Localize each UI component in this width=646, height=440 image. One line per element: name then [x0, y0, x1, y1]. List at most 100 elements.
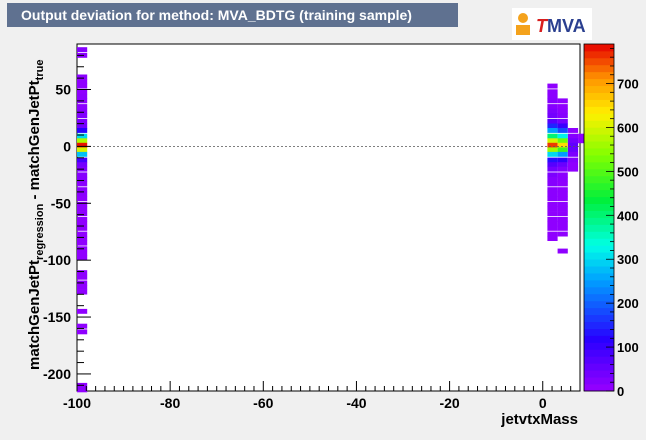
y-axis-label-sub2: true [34, 60, 46, 81]
palette-band [584, 210, 614, 218]
palette-band [584, 196, 614, 205]
heatmap-cell [77, 157, 88, 163]
heatmap-cell [547, 133, 558, 139]
palette-band [584, 57, 614, 66]
heatmap-cell [77, 221, 88, 227]
heatmap-cell [557, 191, 568, 197]
x-tick-label: -20 [439, 395, 459, 411]
palette-frame [583, 43, 615, 392]
heatmap-cell [77, 255, 88, 261]
heatmap-cell [547, 231, 558, 237]
heatmap-cell [557, 118, 568, 124]
heatmap-cell [567, 133, 579, 139]
heatmap-cell [77, 104, 88, 109]
heatmap-cell [77, 270, 88, 276]
heatmap-cell [547, 181, 558, 187]
heatmap-cell [77, 191, 88, 197]
heatmap-cell [547, 196, 558, 202]
y-tick-label: -50 [51, 195, 71, 211]
heatmap-cell [547, 138, 558, 144]
heatmap-cell [567, 138, 579, 144]
y-tick-label: -150 [43, 309, 71, 325]
palette-band [584, 363, 614, 371]
heatmap-cell [557, 133, 568, 139]
heatmap-cell [77, 231, 88, 237]
palette-band [584, 189, 614, 198]
heatmap-cell [547, 211, 558, 216]
palette-band [584, 106, 614, 114]
chart-title: Output deviation for method: MVA_BDTG (t… [7, 3, 458, 27]
palette-band [584, 50, 614, 59]
y-axis-label-mid: - matchGenJetPt [26, 80, 43, 203]
z-tick-label: 300 [617, 252, 639, 267]
z-tick-label: 400 [617, 208, 639, 223]
heatmap-cell [77, 83, 88, 89]
x-tick-label: -40 [346, 395, 366, 411]
heatmap-cell [77, 123, 88, 129]
palette-band [584, 141, 614, 149]
heatmap-cell [557, 123, 568, 129]
heatmap-cell [567, 157, 579, 163]
palette-band [584, 78, 614, 87]
palette-band [584, 279, 614, 288]
palette-band [584, 377, 614, 385]
heatmap-cell [77, 206, 88, 212]
heatmap-cell [547, 108, 558, 114]
heatmap-cell [557, 147, 568, 153]
heatmap-cell [567, 147, 579, 153]
heatmap-cell [557, 187, 568, 193]
heatmap-cell [77, 138, 88, 144]
heatmap-cell [557, 225, 568, 231]
heatmap-cell [567, 142, 579, 148]
heatmap-cell [77, 329, 88, 335]
x-tick-label: -80 [160, 395, 180, 411]
palette-band [584, 175, 614, 184]
heatmap-cell [557, 151, 568, 157]
palette-band [584, 314, 614, 322]
heatmap-cell [77, 93, 88, 99]
heatmap-cell [77, 142, 88, 148]
palette-band [584, 238, 614, 246]
z-tick-label: 200 [617, 296, 639, 311]
svg-text:MVA: MVA [547, 16, 586, 36]
heatmap-cell [557, 98, 568, 104]
heatmap-cell [557, 176, 568, 182]
y-tick-label: 50 [55, 82, 71, 98]
heatmap-cell [77, 47, 88, 53]
palette-band [584, 71, 614, 80]
y-axis-label-sub1: regression [34, 203, 46, 260]
palette-band [584, 328, 614, 336]
heatmap-cell [77, 308, 88, 314]
heatmap-cell [557, 113, 568, 119]
y-axis: 50 0 -50 -100 -150 -200 [43, 43, 91, 386]
heatmap-cell [547, 83, 558, 89]
heatmap-cell [547, 191, 558, 197]
z-tick-label: 100 [617, 340, 639, 355]
y-tick-label: -100 [43, 252, 71, 268]
heatmap-cell [547, 176, 558, 182]
heatmap-cell [547, 206, 558, 212]
palette-band [584, 349, 614, 357]
heatmap-cell [547, 166, 558, 172]
color-palette [583, 43, 615, 392]
heatmap-cell [578, 138, 589, 144]
heatmap-cell [547, 236, 558, 241]
heatmap-cell [557, 162, 568, 168]
heatmap-cell [547, 128, 558, 133]
palette-band [584, 127, 614, 135]
heatmap-cell [77, 250, 88, 256]
heatmap-cell [77, 196, 88, 202]
heatmap-cell [578, 133, 589, 139]
heatmap-cell [77, 240, 88, 246]
palette-band [584, 245, 614, 253]
palette-band [584, 85, 614, 93]
heatmap-cell [557, 128, 568, 133]
palette-band [584, 182, 614, 191]
x-tick-label: -60 [253, 395, 273, 411]
x-tick-label: -100 [63, 395, 91, 411]
z-tick-label: 0 [617, 384, 624, 399]
x-tick-label: 0 [539, 395, 547, 411]
palette-band [584, 252, 614, 260]
y-axis-label-main: matchGenJetPt [26, 260, 43, 370]
